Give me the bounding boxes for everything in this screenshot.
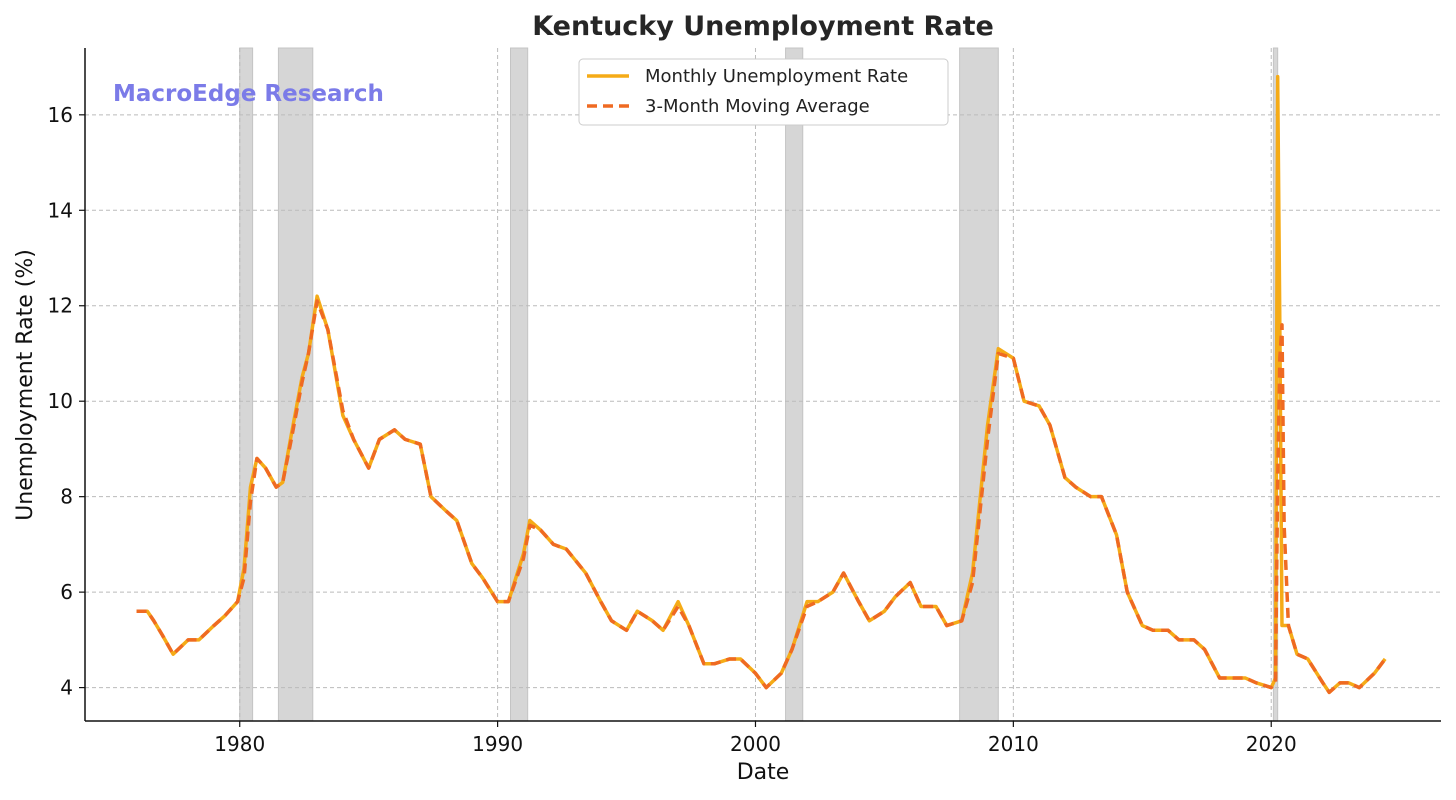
legend-label-moving-average: 3-Month Moving Average [645, 96, 870, 117]
y-tick-label: 16 [48, 103, 73, 127]
recession-band [277, 47, 314, 722]
y-tick-label: 6 [60, 580, 73, 604]
x-tick-label: 1990 [472, 732, 523, 756]
x-axis-title: Date [737, 760, 790, 785]
legend-box [578, 58, 949, 126]
y-tick-label: 14 [48, 198, 73, 222]
recession-band [239, 47, 254, 722]
recession-shading-layer [239, 47, 1279, 722]
ticks-layer: 4 6 8 10 12 14 16 1980 1990 2000 2010 2020 [48, 103, 1297, 756]
x-tick-label: 2010 [988, 732, 1039, 756]
series-layer [136, 74, 1387, 695]
x-tick-label: 1980 [214, 732, 265, 756]
series-line-moving-average [136, 299, 1387, 695]
y-tick-label: 12 [48, 294, 73, 318]
legend-label-monthly: Monthly Unemployment Rate [645, 66, 908, 87]
watermark-label: MacroEdge Research [113, 81, 384, 107]
x-tick-label: 2020 [1246, 732, 1297, 756]
x-tick-label: 2000 [730, 732, 781, 756]
y-tick-label: 8 [60, 485, 73, 509]
legend: Monthly Unemployment Rate 3-Month Moving… [578, 58, 949, 126]
y-tick-label: 4 [60, 676, 73, 700]
y-tick-label: 10 [48, 389, 73, 413]
recession-band [509, 47, 529, 722]
y-axis-title: Unemployment Rate (%) [13, 249, 38, 521]
gridlines-layer [85, 48, 1441, 721]
chart-title: Kentucky Unemployment Rate [532, 11, 994, 42]
axes-layer [84, 48, 1441, 722]
series-line-monthly [136, 74, 1387, 695]
